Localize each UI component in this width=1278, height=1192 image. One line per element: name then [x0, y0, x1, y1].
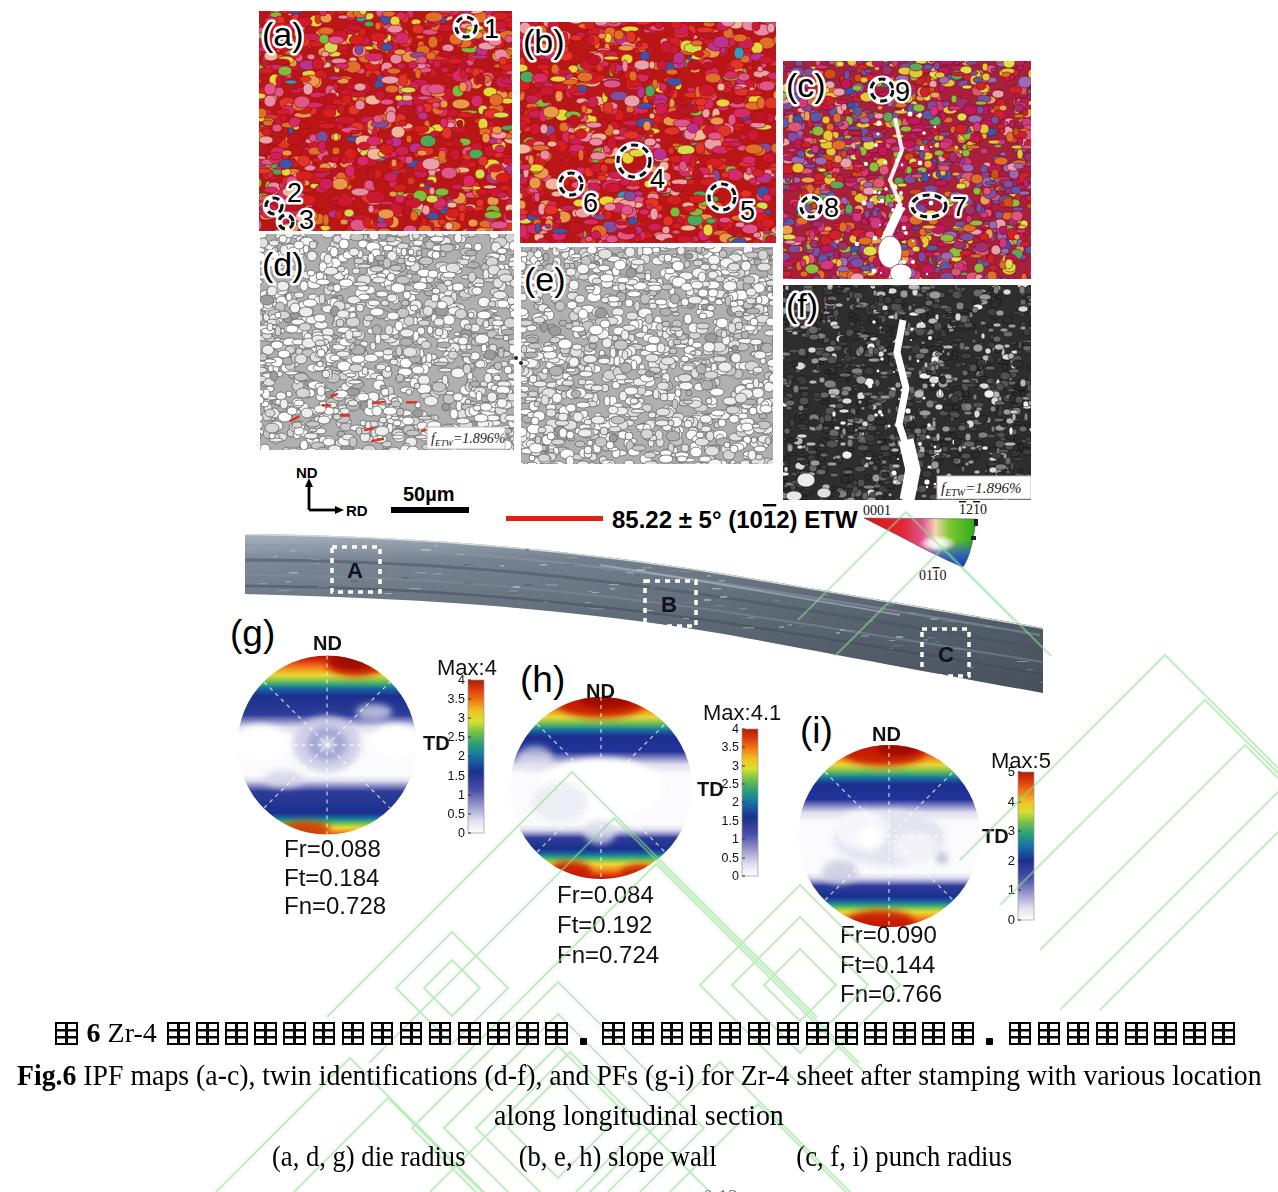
svg-text:Max:5: Max:5 — [991, 748, 1051, 773]
svg-text:ND: ND — [586, 680, 615, 702]
svg-text:3.5: 3.5 — [448, 692, 465, 706]
svg-text:0001: 0001 — [863, 503, 891, 518]
svg-text:(i): (i) — [800, 710, 833, 751]
svg-text:ND: ND — [296, 464, 318, 481]
svg-text:2.5: 2.5 — [448, 730, 465, 744]
svg-text:1.5: 1.5 — [448, 769, 465, 783]
svg-text:(a): (a) — [262, 15, 304, 53]
svg-text:1: 1 — [484, 14, 499, 44]
svg-text:Fr=0.088: Fr=0.088 — [284, 835, 381, 862]
svg-text:ND: ND — [313, 632, 342, 654]
svg-text:2: 2 — [1008, 853, 1015, 868]
svg-text:1210: 1210 — [959, 502, 987, 517]
svg-text:2: 2 — [732, 795, 739, 809]
svg-text:(h): (h) — [520, 659, 565, 700]
svg-text:Max:4.1: Max:4.1 — [703, 700, 781, 725]
svg-text:B: B — [661, 592, 677, 617]
svg-text:3: 3 — [732, 759, 739, 773]
svg-text:1: 1 — [458, 788, 465, 802]
svg-text:(f): (f) — [786, 286, 818, 324]
svg-text:3: 3 — [1008, 823, 1015, 838]
svg-text:3: 3 — [299, 205, 314, 235]
svg-text:(b): (b) — [523, 22, 565, 60]
svg-text:4: 4 — [732, 722, 739, 736]
svg-text:0.12: 0.12 — [703, 1186, 738, 1192]
svg-text:A: A — [347, 558, 363, 583]
svg-text:3.5: 3.5 — [722, 740, 739, 754]
svg-text:Fr=0.084: Fr=0.084 — [557, 881, 654, 908]
svg-text:5: 5 — [1008, 764, 1015, 779]
svg-text:1: 1 — [732, 832, 739, 846]
svg-text:(g): (g) — [230, 613, 275, 654]
svg-text:0.5: 0.5 — [722, 851, 739, 865]
svg-text:ND: ND — [872, 723, 901, 745]
svg-text:9: 9 — [895, 77, 910, 107]
svg-text:1.5: 1.5 — [722, 814, 739, 828]
svg-text:Max:4: Max:4 — [437, 655, 497, 680]
svg-text:0.5: 0.5 — [448, 807, 465, 821]
svg-text:(d): (d) — [262, 245, 304, 283]
svg-text:2.5: 2.5 — [722, 777, 739, 791]
svg-text:2: 2 — [458, 749, 465, 763]
svg-text:(e): (e) — [524, 260, 566, 298]
svg-text:0: 0 — [1008, 912, 1015, 927]
svg-text:50µm: 50µm — [403, 483, 455, 505]
svg-text:85.22 ± 5° (1012) ETW: 85.22 ± 5° (1012) ETW — [612, 506, 858, 533]
svg-text:Fr=0.090: Fr=0.090 — [840, 921, 937, 948]
svg-text:Fn=0.724: Fn=0.724 — [557, 941, 659, 968]
svg-text:3: 3 — [458, 711, 465, 725]
svg-text:0110: 0110 — [919, 568, 946, 583]
svg-text:C: C — [938, 642, 954, 667]
svg-text:RD: RD — [346, 502, 368, 519]
svg-text:8: 8 — [824, 193, 839, 223]
svg-text:0: 0 — [732, 869, 739, 883]
svg-text:5: 5 — [740, 196, 755, 226]
svg-text:4: 4 — [458, 673, 465, 687]
svg-text:7: 7 — [952, 192, 967, 222]
svg-text:Fn=0.728: Fn=0.728 — [284, 892, 386, 919]
svg-text:TD: TD — [982, 825, 1009, 847]
svg-text:6: 6 — [583, 188, 598, 218]
svg-text:TD: TD — [423, 732, 450, 754]
svg-text:2: 2 — [287, 178, 302, 208]
svg-text:Ft=0.184: Ft=0.184 — [284, 864, 379, 891]
svg-text:0: 0 — [458, 826, 465, 840]
svg-text:4: 4 — [650, 164, 665, 194]
svg-text:(c): (c) — [786, 66, 826, 104]
svg-text:TD: TD — [697, 778, 724, 800]
